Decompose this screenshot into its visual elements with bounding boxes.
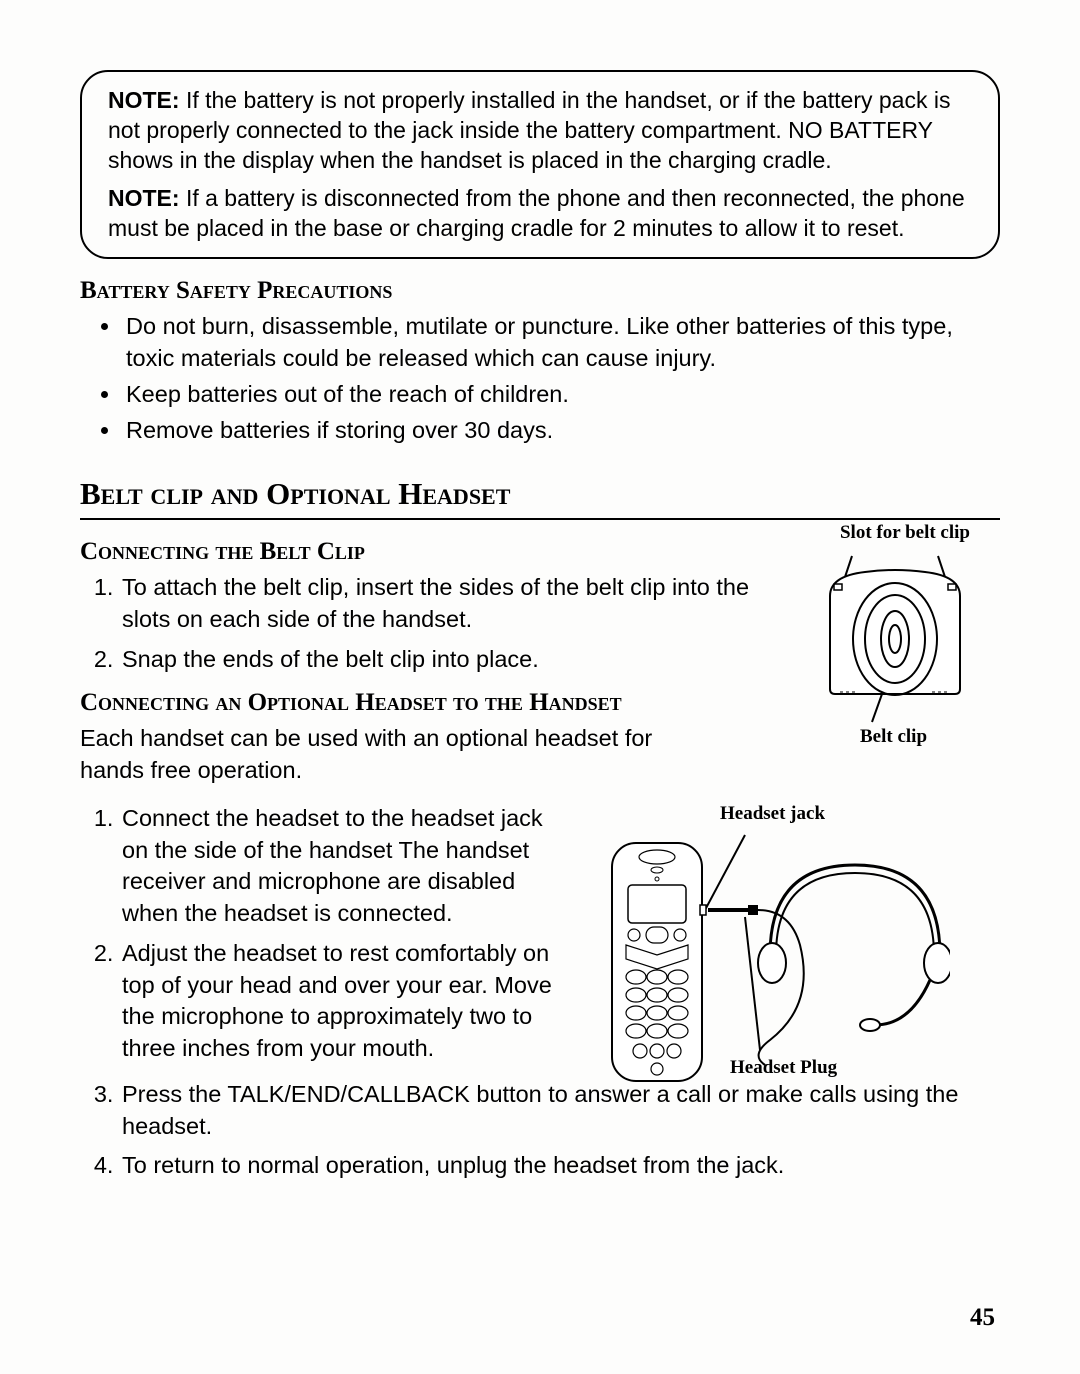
headset-intro: Each handset can be used with an optiona…: [80, 723, 720, 786]
headset-steps-rest: Press the TALK/END/CALLBACK button to an…: [80, 1079, 1000, 1182]
note-2-label: NOTE:: [108, 185, 180, 211]
headset-jack-label: Headset jack: [590, 803, 950, 825]
bullet-item: Keep batteries out of the reach of child…: [122, 379, 1000, 411]
headset-steps-partial: Connect the headset to the headset jack …: [80, 803, 570, 1065]
list-item: To return to normal operation, unplug th…: [120, 1150, 1000, 1182]
battery-safety-heading: Battery Safety Precautions: [80, 277, 1000, 305]
list-item: Connect the headset to the headset jack …: [120, 803, 570, 930]
list-item: Snap the ends of the belt clip into plac…: [120, 644, 790, 676]
bullet-item: Remove batteries if storing over 30 days…: [122, 415, 1000, 447]
belt-clip-figure: [810, 544, 980, 744]
note-1-label: NOTE:: [108, 87, 180, 113]
note-2: NOTE: If a battery is disconnected from …: [108, 184, 972, 244]
headset-figure: [590, 825, 950, 1085]
slot-label: Slot for belt clip: [810, 522, 1000, 544]
belt-clip-steps: To attach the belt clip, insert the side…: [80, 572, 790, 675]
list-item: Adjust the headset to rest comfortably o…: [120, 938, 570, 1065]
note-box: NOTE: If the battery is not properly ins…: [80, 70, 1000, 259]
headset-heading: Connecting an Optional Headset to the Ha…: [80, 689, 790, 717]
beltclip-label: Belt clip: [810, 726, 1000, 748]
section-heading: Belt clip and Optional Headset: [80, 476, 1000, 520]
belt-clip-heading: Connecting the Belt Clip: [80, 538, 790, 566]
page-number: 45: [970, 1304, 995, 1332]
note-2-text: If a battery is disconnected from the ph…: [108, 185, 965, 241]
bullet-item: Do not burn, disassemble, mutilate or pu…: [122, 311, 1000, 374]
note-1: NOTE: If the battery is not properly ins…: [108, 86, 972, 176]
list-item: Press the TALK/END/CALLBACK button to an…: [120, 1079, 1000, 1142]
list-item: To attach the belt clip, insert the side…: [120, 572, 790, 635]
note-1-text: If the battery is not properly installed…: [108, 87, 950, 173]
battery-safety-bullets: Do not burn, disassemble, mutilate or pu…: [80, 311, 1000, 446]
